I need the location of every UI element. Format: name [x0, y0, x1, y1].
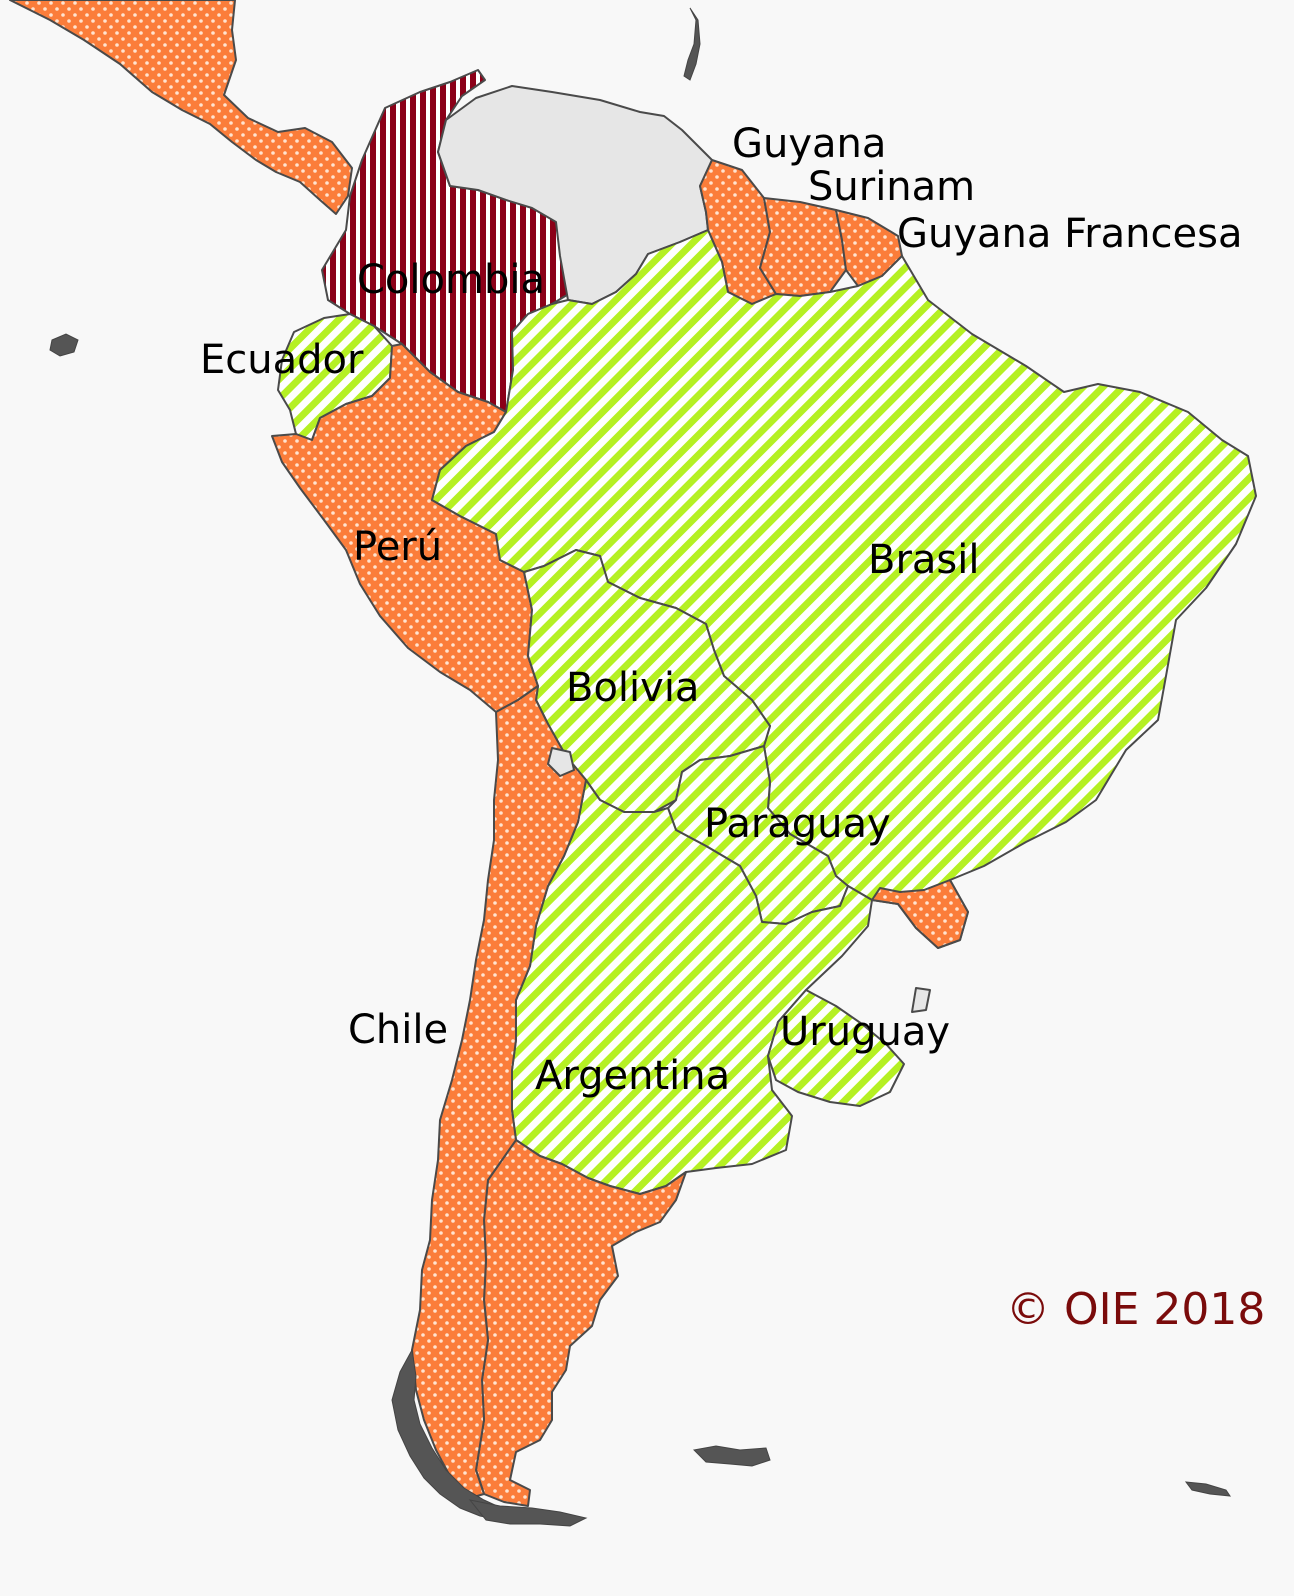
surinam-region [759, 197, 847, 297]
patagonia-region [475, 1139, 687, 1507]
caribbean-islands [683, 7, 701, 81]
label-surinam: Surinam [808, 164, 976, 210]
label-uruguay: Uruguay [780, 1009, 950, 1055]
label-brasil: Brasil [868, 537, 980, 583]
label-argentina: Argentina [535, 1053, 731, 1099]
label-ecuador: Ecuador [200, 337, 364, 383]
copyright-text: © OIE 2018 [1006, 1284, 1266, 1335]
label-colombia: Colombia [357, 257, 545, 303]
label-guyana-francesa: Guyana Francesa [897, 211, 1243, 257]
lake-patch-bolivia [547, 747, 575, 777]
chile-region [411, 685, 587, 1499]
label-guyana: Guyana [732, 121, 887, 167]
label-peru: Perú [353, 524, 443, 570]
lake-patch-uruguay [911, 987, 931, 1013]
label-chile: Chile [348, 1007, 449, 1053]
south-brazil-region [871, 879, 969, 949]
south-georgia-islands [1184, 1481, 1232, 1497]
galapagos-islands [49, 333, 79, 357]
label-paraguay: Paraguay [704, 801, 891, 847]
tierra-del-fuego-islands [468, 1499, 588, 1527]
central-america-region [9, 0, 353, 215]
malvinas-islands [692, 1445, 771, 1467]
label-bolivia: Bolivia [566, 665, 700, 711]
uruguay-region [767, 989, 905, 1107]
